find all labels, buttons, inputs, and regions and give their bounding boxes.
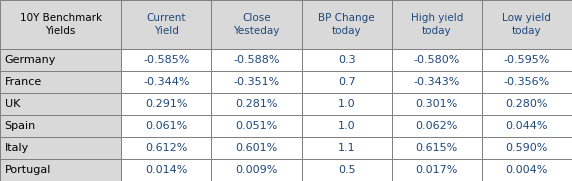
Bar — [301, 71, 392, 93]
Text: 0.281%: 0.281% — [235, 99, 278, 109]
Bar — [301, 49, 392, 71]
Bar — [482, 93, 572, 115]
Text: 0.612%: 0.612% — [145, 143, 188, 153]
Bar — [212, 93, 301, 115]
Bar — [0, 159, 121, 181]
Bar — [0, 0, 121, 49]
Text: 1.0: 1.0 — [338, 121, 355, 131]
Text: -0.595%: -0.595% — [504, 55, 550, 65]
Text: 0.3: 0.3 — [338, 55, 355, 65]
Bar — [482, 71, 572, 93]
Bar — [301, 0, 392, 49]
Text: BP Change
today: BP Change today — [319, 13, 375, 36]
Bar — [121, 137, 212, 159]
Text: High yield
today: High yield today — [411, 13, 463, 36]
Bar — [392, 159, 482, 181]
Bar — [121, 0, 212, 49]
Bar — [121, 115, 212, 137]
Bar — [392, 137, 482, 159]
Bar — [212, 137, 301, 159]
Bar — [0, 137, 121, 159]
Text: 0.009%: 0.009% — [235, 165, 278, 175]
Text: -0.585%: -0.585% — [143, 55, 189, 65]
Bar — [212, 49, 301, 71]
Text: 0.601%: 0.601% — [236, 143, 277, 153]
Bar — [301, 159, 392, 181]
Bar — [392, 71, 482, 93]
Bar — [482, 137, 572, 159]
Text: 0.017%: 0.017% — [416, 165, 458, 175]
Bar — [0, 71, 121, 93]
Bar — [482, 0, 572, 49]
Bar — [301, 93, 392, 115]
Text: 0.014%: 0.014% — [145, 165, 188, 175]
Text: 0.044%: 0.044% — [506, 121, 548, 131]
Bar — [212, 115, 301, 137]
Text: 0.062%: 0.062% — [416, 121, 458, 131]
Text: -0.356%: -0.356% — [504, 77, 550, 87]
Bar — [121, 49, 212, 71]
Text: 0.061%: 0.061% — [145, 121, 188, 131]
Text: -0.351%: -0.351% — [233, 77, 280, 87]
Text: 1.1: 1.1 — [338, 143, 355, 153]
Text: 0.615%: 0.615% — [416, 143, 458, 153]
Text: France: France — [5, 77, 42, 87]
Bar — [0, 93, 121, 115]
Text: 0.5: 0.5 — [338, 165, 355, 175]
Bar — [392, 115, 482, 137]
Text: UK: UK — [5, 99, 20, 109]
Text: 0.291%: 0.291% — [145, 99, 188, 109]
Text: Spain: Spain — [5, 121, 36, 131]
Bar — [392, 93, 482, 115]
Text: Close
Yesteday: Close Yesteday — [233, 13, 280, 36]
Text: 0.590%: 0.590% — [506, 143, 548, 153]
Text: -0.588%: -0.588% — [233, 55, 280, 65]
Text: 1.0: 1.0 — [338, 99, 355, 109]
Bar — [212, 159, 301, 181]
Bar — [121, 159, 212, 181]
Bar — [121, 93, 212, 115]
Text: Low yield
today: Low yield today — [502, 13, 551, 36]
Text: Germany: Germany — [5, 55, 56, 65]
Bar — [121, 71, 212, 93]
Bar — [301, 137, 392, 159]
Bar — [301, 115, 392, 137]
Bar — [392, 49, 482, 71]
Text: 0.7: 0.7 — [338, 77, 356, 87]
Bar — [0, 115, 121, 137]
Text: Italy: Italy — [5, 143, 29, 153]
Bar — [482, 115, 572, 137]
Text: -0.580%: -0.580% — [414, 55, 460, 65]
Text: -0.343%: -0.343% — [414, 77, 460, 87]
Bar — [482, 159, 572, 181]
Bar — [0, 49, 121, 71]
Text: 0.301%: 0.301% — [416, 99, 458, 109]
Bar — [212, 71, 301, 93]
Text: Current
Yield: Current Yield — [146, 13, 186, 36]
Bar — [482, 49, 572, 71]
Text: -0.344%: -0.344% — [143, 77, 190, 87]
Bar — [392, 0, 482, 49]
Text: Portugal: Portugal — [5, 165, 51, 175]
Text: 0.051%: 0.051% — [236, 121, 277, 131]
Bar — [212, 0, 301, 49]
Text: 0.280%: 0.280% — [506, 99, 548, 109]
Text: 10Y Benchmark
Yields: 10Y Benchmark Yields — [19, 13, 102, 36]
Text: 0.004%: 0.004% — [506, 165, 548, 175]
